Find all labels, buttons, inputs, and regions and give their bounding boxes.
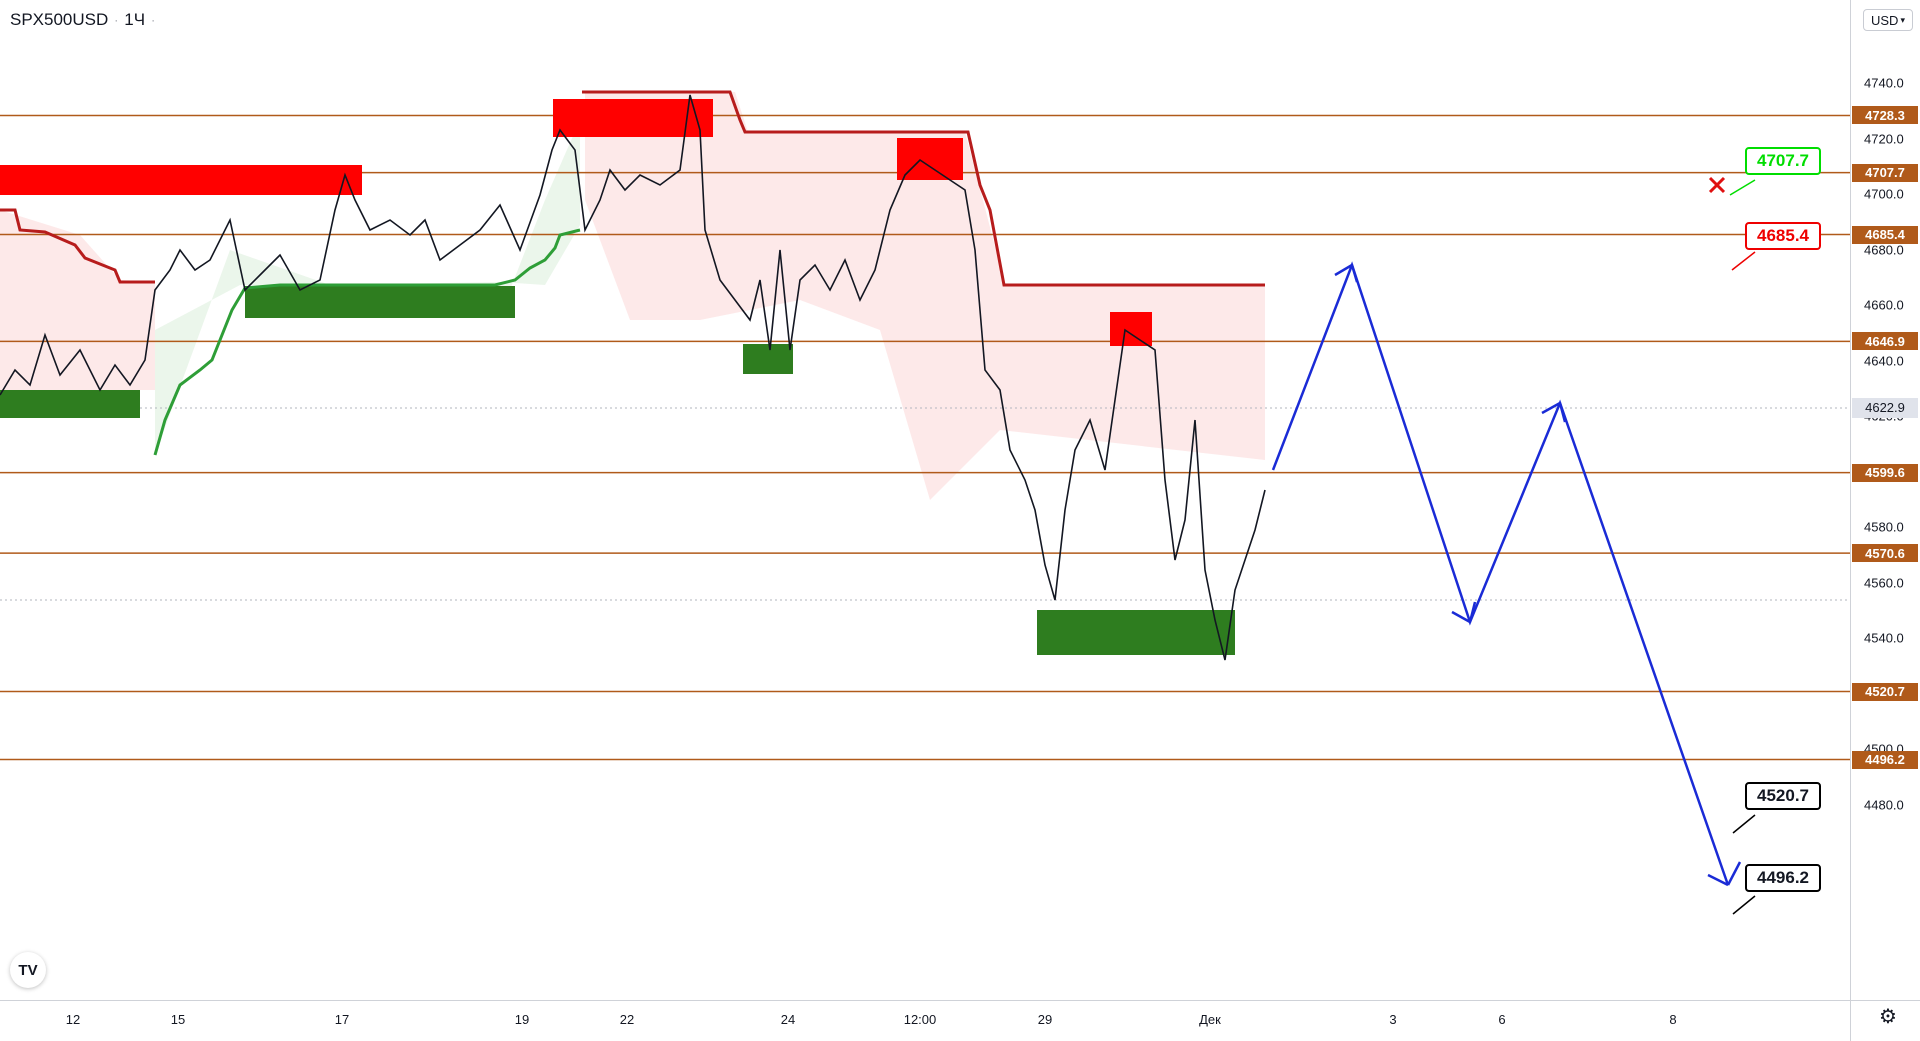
forecast-arrowhead <box>1726 861 1742 886</box>
time-tick-label: 29 <box>1037 1012 1053 1027</box>
price-callout[interactable]: 4520.7 <box>1745 782 1821 810</box>
currency-label: USD <box>1871 12 1899 28</box>
separator-dot: · <box>151 13 156 27</box>
bearish-fill-area <box>0 210 155 390</box>
forecast-arrowhead <box>1707 873 1729 887</box>
level-price-label: 4520.7 <box>1852 682 1918 701</box>
forecast-path <box>1271 261 1730 886</box>
symbol-name: SPX500USD <box>10 10 109 29</box>
price-callout[interactable]: 4707.7 <box>1745 147 1821 175</box>
level-price-label: 4728.3 <box>1852 106 1918 125</box>
time-tick-label: 3 <box>1389 1012 1397 1027</box>
level-price-label: 4496.2 <box>1852 750 1918 769</box>
price-callout[interactable]: 4685.4 <box>1745 222 1821 250</box>
callout-pointer <box>1731 251 1756 271</box>
time-tick-label: Дек <box>1199 1012 1221 1027</box>
price-series <box>0 94 1266 661</box>
time-tick-label: 24 <box>780 1012 796 1027</box>
time-tick-label: 12:00 <box>903 1012 937 1027</box>
time-axis[interactable]: 12 15 17 19 22 24 12:00 29 Дек 3 6 8 <box>0 1000 1850 1041</box>
forecast-arrowhead <box>1350 264 1359 283</box>
currency-dropdown[interactable]: USD ▾ <box>1863 9 1913 31</box>
time-tick-label: 22 <box>619 1012 635 1027</box>
chevron-down-icon: ▾ <box>1900 14 1905 25</box>
x-mark-icon <box>1708 176 1726 194</box>
trailing-stop-red <box>0 208 155 284</box>
callout-pointer <box>1729 179 1756 196</box>
time-tick-label: 19 <box>514 1012 530 1027</box>
level-price-label: 4646.9 <box>1852 332 1918 351</box>
tradingview-logo-icon[interactable]: TV <box>10 952 46 988</box>
price-tick-label: 4680.0 <box>1864 242 1904 257</box>
level-price-label: 4707.7 <box>1852 163 1918 182</box>
gear-icon[interactable]: ⚙ <box>1879 1005 1897 1028</box>
price-tick-label: 4560.0 <box>1864 575 1904 590</box>
time-tick-label: 8 <box>1669 1012 1677 1027</box>
demand-zone <box>743 344 793 374</box>
forecast-arrowhead <box>1334 263 1353 277</box>
demand-zone <box>0 390 140 418</box>
interval-label[interactable]: 1Ч <box>124 10 146 29</box>
level-price-label: 4599.6 <box>1852 463 1918 482</box>
price-tick-label: 4540.0 <box>1864 630 1904 646</box>
supply-zone <box>0 165 362 195</box>
price-callout[interactable]: 4496.2 <box>1745 864 1821 892</box>
price-tick-label: 4720.0 <box>1864 131 1904 146</box>
time-tick-label: 6 <box>1498 1012 1506 1027</box>
demand-zone <box>1037 610 1235 655</box>
forecast-arrowhead <box>1451 610 1471 624</box>
demand-zone <box>245 286 515 318</box>
bearish-fill-area <box>585 92 1265 500</box>
time-tick-label: 17 <box>334 1012 350 1027</box>
price-tick-label: 4700.0 <box>1864 186 1904 202</box>
callout-pointer <box>1732 895 1756 915</box>
forecast-arrowhead <box>1468 601 1477 623</box>
price-tick-label: 4740.0 <box>1864 75 1904 91</box>
price-tick-label: 4660.0 <box>1864 297 1904 313</box>
supply-zone <box>1110 312 1152 346</box>
callout-pointer <box>1732 814 1756 834</box>
current-price-label: 4622.9 <box>1852 397 1918 418</box>
level-price-label: 4685.4 <box>1852 225 1918 244</box>
symbol-header: SPX500USD · 1Ч · <box>10 10 155 30</box>
price-axis[interactable]: 4740.04720.04700.04680.04660.04640.04620… <box>1850 0 1920 1000</box>
time-tick-label: 12 <box>65 1012 81 1027</box>
chart-canvas[interactable] <box>0 0 1850 1000</box>
trailing-stop-red <box>582 90 1265 287</box>
price-chart[interactable] <box>0 0 1850 1000</box>
trailing-stop-green <box>153 228 581 456</box>
forecast-arrowhead <box>1558 402 1567 423</box>
separator-dot: · <box>114 13 119 27</box>
forecast-arrowhead <box>1541 401 1561 415</box>
price-tick-label: 4480.0 <box>1864 797 1904 812</box>
level-price-label: 4570.6 <box>1852 544 1918 563</box>
axis-corner <box>1850 1000 1920 1041</box>
price-tick-label: 4640.0 <box>1864 353 1904 368</box>
price-tick-label: 4580.0 <box>1864 519 1904 535</box>
time-tick-label: 15 <box>170 1012 186 1027</box>
